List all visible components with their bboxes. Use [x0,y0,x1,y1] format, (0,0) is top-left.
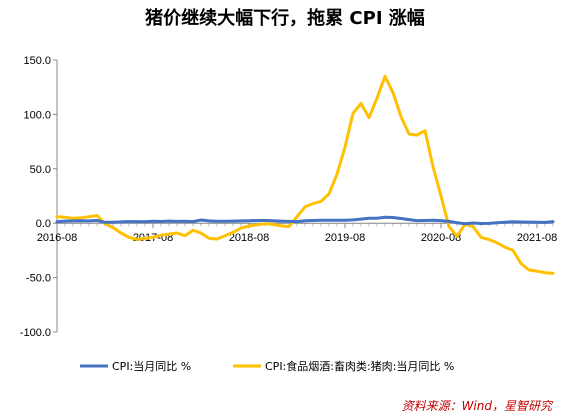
x-tick-label: 2021-08 [517,232,557,244]
x-tick-label: 2016-08 [37,232,77,244]
y-tick-label: -100.0 [20,327,51,339]
legend: CPI:当月同比 % CPI:食品烟酒:畜肉类:猪肉:当月同比 % [80,359,454,373]
legend-label-cpi: CPI:当月同比 % [112,359,191,373]
x-tick-label: 2018-08 [229,232,269,244]
chart-title: 猪价继续大幅下行，拖累 CPI 涨幅 [144,7,425,29]
series-line-pork [55,74,555,275]
y-tick-label: -50.0 [26,273,51,285]
x-tick-label: 2020-08 [421,232,461,244]
source-note: 资料来源：Wind，星智研究 [402,399,554,413]
y-tick-label: 50.0 [30,164,51,176]
y-tick-label: 100.0 [23,109,51,121]
x-tick-label: 2019-08 [325,232,365,244]
y-tick-label: 150.0 [23,55,51,67]
series-line-cpi [55,215,555,226]
y-tick-label: 0.0 [36,218,51,230]
series-layer [55,74,555,275]
legend-label-pork: CPI:食品烟酒:畜肉类:猪肉:当月同比 % [265,359,454,373]
